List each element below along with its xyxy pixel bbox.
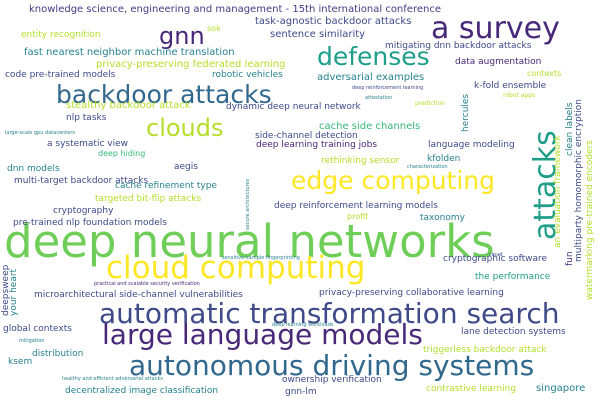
word: a survey [431, 11, 560, 46]
word: gnn [159, 22, 205, 50]
word: cryptography [53, 206, 114, 216]
word: cloud [489, 252, 503, 258]
word: fun [565, 251, 575, 266]
word: an evaluation framework [553, 135, 563, 248]
word: dnn models [7, 164, 60, 174]
word: characterization [407, 164, 448, 170]
word: robotic vehicles [212, 70, 283, 80]
word: your heart [9, 268, 19, 316]
word: autonomous driving systems [129, 349, 535, 382]
word: large-scale gpu datacenters [5, 130, 76, 136]
word: sok [207, 24, 221, 33]
word: sensitive-sample fingerprinting [222, 255, 300, 261]
word: task-agnostic backdoor attacks [255, 16, 412, 27]
word: kfolden [427, 154, 461, 164]
word: lane detection systems [461, 327, 566, 337]
word: the performance [475, 272, 551, 282]
word: cache refinement type [115, 181, 217, 191]
word: distribution [32, 349, 84, 359]
word: taxonomy [420, 213, 465, 223]
word: privacy-preserving federated learning [96, 59, 286, 70]
word: k-fold ensemble [474, 81, 547, 91]
word: knowledge science, engineering and manag… [29, 4, 441, 15]
word: automatic transformation search [99, 297, 560, 330]
word: edge computing [291, 166, 496, 195]
word: deep learning training jobs [256, 140, 378, 150]
word: fast nearest neighbor machine translatio… [24, 47, 235, 58]
word: secure architectures [245, 178, 251, 230]
word: adversarial examples [317, 72, 425, 83]
word: multi-target backdoor attacks [14, 176, 149, 186]
word: hercules [461, 93, 471, 132]
word: profit [347, 212, 369, 221]
word: pre-trained nlp foundation models [13, 218, 167, 228]
word: defenses [317, 42, 430, 71]
word: sentence similarity [270, 29, 366, 40]
word: watermarking pre-trained encoders [585, 140, 595, 300]
word: ksem [8, 357, 33, 367]
word: dynamic deep neural network [226, 102, 361, 112]
word: gnn-lm [285, 387, 317, 397]
word: code pre-trained models [5, 70, 116, 80]
word: backdoor attacks [56, 80, 272, 109]
word: data augmentation [455, 57, 542, 67]
word: nlp tasks [66, 113, 107, 123]
word: multiparty homomorphic encryption [574, 99, 584, 262]
word: contexts [527, 69, 562, 78]
word: cryptographic software [443, 254, 548, 264]
word: decentralized image classification [65, 386, 219, 396]
word: attestation [365, 95, 393, 101]
word: entity recognition [21, 30, 101, 40]
word: stealthy backdoor attack [66, 100, 191, 111]
word: global contexts [3, 324, 72, 334]
word: aegis [174, 162, 198, 172]
word: contrastive learning [426, 384, 517, 394]
word: targeted bit-flip attacks [95, 194, 202, 204]
word: cache side channels [319, 121, 421, 132]
word: clouds [146, 114, 224, 142]
word: deep hiding [98, 149, 146, 158]
word: microarchitectural side-channel vulnerab… [34, 290, 243, 300]
word: mitigation [19, 338, 45, 344]
word: privacy-preserving collaborative learnin… [319, 288, 504, 298]
word: rethinking sensor [321, 156, 400, 166]
word: triggerless backdoor attack [423, 345, 547, 355]
word: cloud computing [106, 250, 366, 286]
word: deep reinforcement learning [352, 85, 424, 91]
word: deep learning workloads [272, 322, 334, 328]
word: deep neural networks [4, 215, 495, 268]
word: language modeling [428, 140, 515, 150]
word: mitigating dnn backdoor attacks [385, 41, 532, 51]
word: deep reinforcement learning models [274, 201, 438, 211]
word: singapore [536, 383, 586, 394]
word: a systematic view [47, 139, 128, 149]
word: large language models [102, 318, 423, 351]
word: ownership verification [282, 375, 382, 385]
word: side-channel detection [255, 131, 358, 141]
word: robot apps [503, 92, 536, 99]
word: healthy and efficient adversarial attack… [62, 376, 163, 382]
word: prediction [415, 100, 446, 107]
word: practical and scalable security verifica… [94, 281, 200, 287]
